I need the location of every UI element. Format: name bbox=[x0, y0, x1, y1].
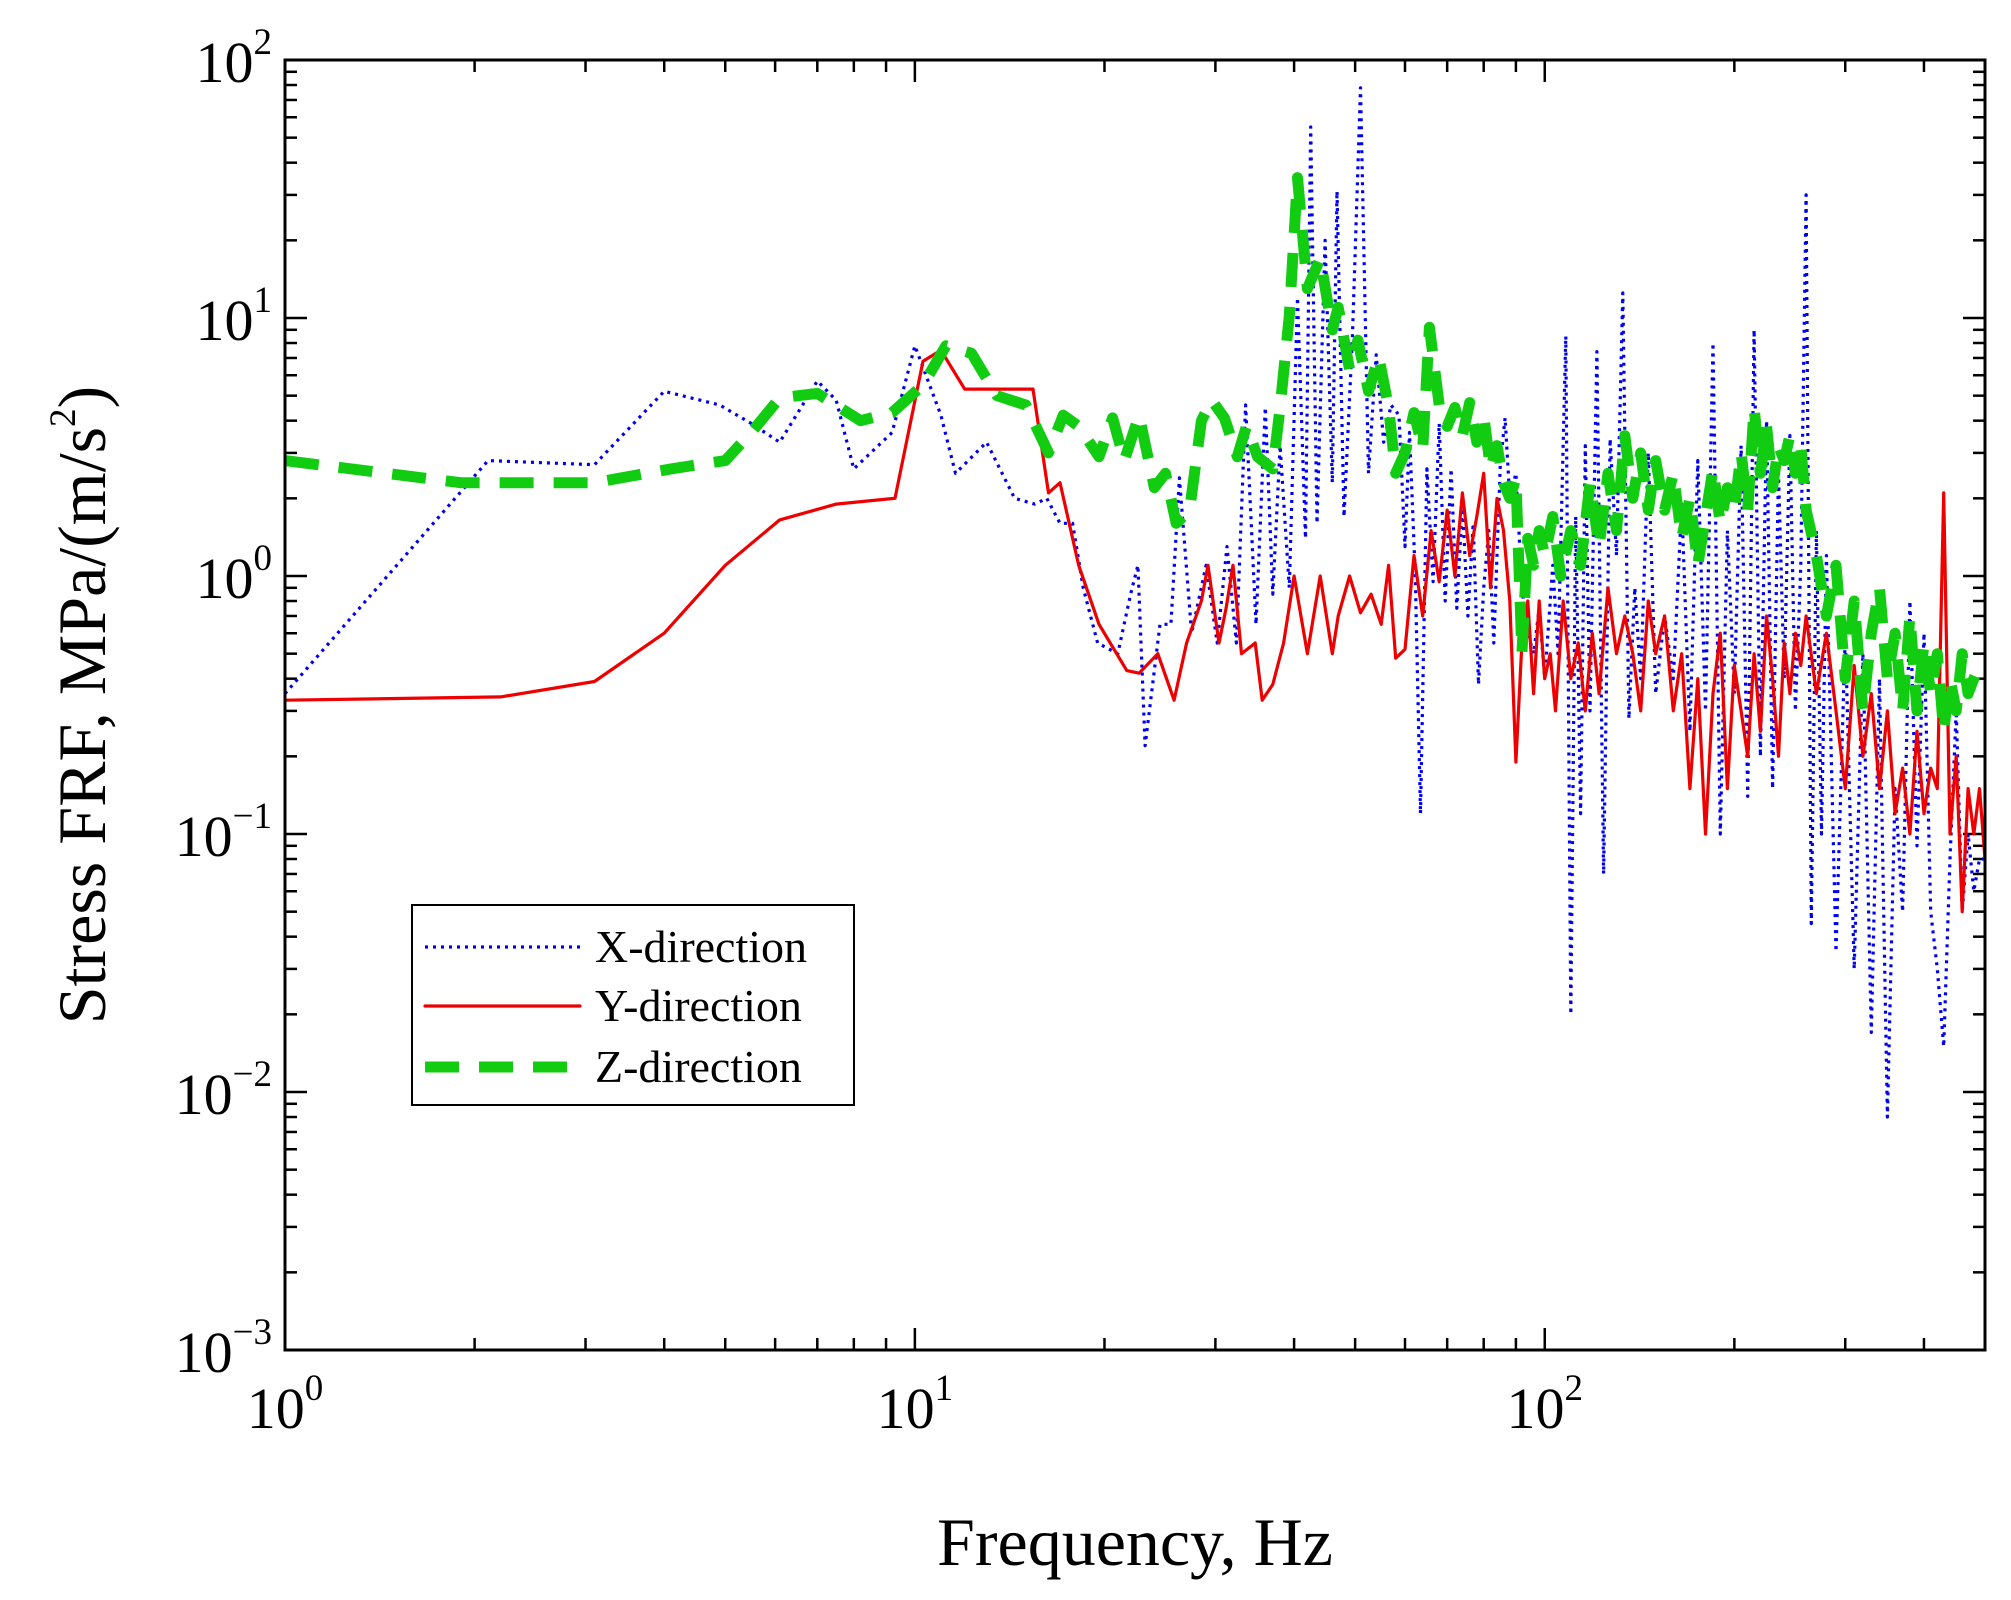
y-axis-label-prefix: Stress FRF, MPa/(m/s bbox=[44, 427, 120, 1024]
y-tick-label: 10−3 bbox=[175, 1312, 272, 1385]
plot-area bbox=[285, 60, 1985, 1350]
legend-label-z: Z-direction bbox=[595, 1041, 802, 1092]
tick-labels: 100 101 102 10−3 10−2 10−1 100 101 102 bbox=[175, 22, 1583, 1441]
y-tick-label: 100 bbox=[196, 538, 273, 611]
legend-label-x: X-direction bbox=[595, 921, 807, 972]
series-line-x-direction bbox=[285, 86, 1985, 1119]
series-line-y-direction bbox=[285, 348, 1985, 914]
series-line-z-direction bbox=[285, 172, 1985, 737]
x-axis-label: Frequency, Hz bbox=[937, 1504, 1333, 1580]
x-tick-label: 100 bbox=[247, 1368, 324, 1441]
legend-label-y: Y-direction bbox=[595, 980, 802, 1031]
legend: X-direction Y-direction Z-direction bbox=[411, 904, 855, 1106]
y-axis-label: Stress FRF, MPa/(m/s2) bbox=[43, 386, 120, 1024]
series-group bbox=[285, 86, 1985, 1119]
plot-frame bbox=[283, 58, 1987, 1352]
x-tick-label: 101 bbox=[877, 1368, 954, 1441]
y-tick-label: 10−2 bbox=[175, 1054, 272, 1127]
y-tick-label: 10−1 bbox=[175, 796, 272, 869]
x-tick-label: 102 bbox=[1506, 1368, 1583, 1441]
y-axis-label-suffix: ) bbox=[44, 386, 120, 409]
y-tick-label: 102 bbox=[196, 22, 273, 95]
y-axis-label-exponent: 2 bbox=[43, 408, 84, 427]
y-tick-label: 101 bbox=[196, 280, 273, 353]
